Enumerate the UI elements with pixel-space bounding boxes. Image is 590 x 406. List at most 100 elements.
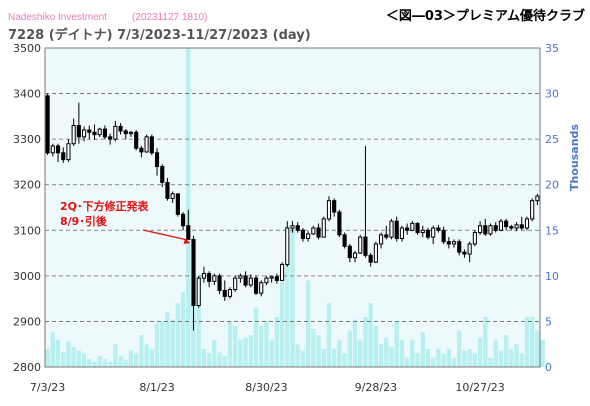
candle bbox=[274, 273, 279, 284]
candle-body bbox=[300, 229, 305, 239]
candle bbox=[306, 231, 311, 242]
candle bbox=[144, 134, 149, 153]
candle bbox=[415, 222, 420, 235]
candle bbox=[207, 271, 212, 288]
candle bbox=[295, 222, 300, 233]
volume-bar bbox=[519, 353, 524, 367]
candle bbox=[92, 124, 97, 141]
candle-body bbox=[227, 289, 233, 297]
candle-body bbox=[243, 275, 248, 286]
candle-body bbox=[389, 220, 394, 238]
candle-body bbox=[160, 165, 165, 183]
volume-bar bbox=[524, 316, 530, 367]
candle bbox=[181, 212, 186, 231]
volume-bar bbox=[451, 357, 457, 367]
candle bbox=[519, 216, 524, 231]
candle-body bbox=[509, 226, 514, 229]
volume-bar bbox=[483, 316, 488, 367]
volume-bar bbox=[243, 337, 248, 367]
volume-bar bbox=[113, 344, 118, 367]
volume-bar bbox=[180, 292, 186, 367]
volume-bar bbox=[81, 353, 87, 367]
candle-body bbox=[514, 224, 519, 229]
candle-body bbox=[462, 251, 467, 255]
volume-bar bbox=[55, 339, 61, 367]
candle bbox=[457, 239, 462, 256]
candle bbox=[212, 273, 217, 285]
candle-body bbox=[472, 232, 477, 245]
volume-bar bbox=[133, 353, 139, 367]
candle bbox=[498, 218, 503, 232]
volume-bar bbox=[373, 325, 379, 367]
candle bbox=[363, 145, 368, 258]
candle-body bbox=[113, 125, 118, 140]
candle-body bbox=[61, 152, 66, 161]
candle bbox=[290, 221, 295, 233]
volume-bar bbox=[107, 361, 113, 367]
candle-body bbox=[363, 236, 368, 256]
volume-bar bbox=[420, 332, 425, 367]
candle-body bbox=[181, 213, 186, 227]
volume-bar bbox=[347, 330, 353, 367]
candle bbox=[238, 273, 243, 283]
candle bbox=[535, 193, 540, 206]
candle bbox=[280, 262, 285, 281]
candle bbox=[394, 216, 399, 242]
volume-bar bbox=[206, 353, 212, 367]
candle bbox=[139, 145, 144, 158]
volume-bar bbox=[493, 339, 498, 367]
candle-body bbox=[358, 236, 363, 254]
volume-bar bbox=[462, 350, 467, 367]
candle bbox=[509, 224, 514, 231]
candle bbox=[472, 230, 477, 247]
date-tick-label: 8/30/23 bbox=[245, 381, 287, 394]
candle-body bbox=[384, 234, 389, 238]
volume-bar bbox=[227, 321, 233, 367]
candle bbox=[405, 223, 410, 235]
candle-body bbox=[285, 227, 290, 265]
candle-body bbox=[264, 277, 269, 284]
candle bbox=[373, 241, 378, 264]
candle bbox=[441, 226, 446, 244]
candle bbox=[493, 222, 498, 233]
candle bbox=[217, 273, 222, 295]
candle-body bbox=[217, 275, 222, 291]
volume-bar bbox=[410, 339, 415, 367]
candle bbox=[87, 125, 92, 140]
candle-body bbox=[201, 273, 206, 279]
chart-title: 7228 (デイトナ) 7/3/2023-11/27/2023 (day) bbox=[8, 27, 311, 43]
volume-bar bbox=[212, 339, 217, 367]
candle bbox=[196, 275, 201, 308]
volume-bar bbox=[358, 339, 363, 367]
candle-body bbox=[134, 131, 139, 149]
candle bbox=[332, 198, 337, 217]
volume-bar bbox=[45, 348, 50, 367]
volume-bar bbox=[321, 348, 326, 367]
candle-body bbox=[337, 211, 342, 236]
price-tick-label: 3100 bbox=[13, 224, 41, 237]
volume-bar bbox=[66, 341, 71, 367]
candle-body bbox=[379, 234, 384, 245]
volume-bar bbox=[61, 352, 66, 367]
candle-body bbox=[483, 225, 488, 235]
volume-bar bbox=[87, 358, 92, 367]
volume-bar bbox=[128, 350, 134, 367]
watermark: Nadeshiko Investment bbox=[8, 12, 107, 23]
candle-body bbox=[259, 282, 264, 294]
candle bbox=[61, 147, 66, 163]
volume-tick-label: 30 bbox=[545, 88, 559, 101]
candle-body bbox=[321, 218, 326, 238]
volume-bar bbox=[326, 303, 332, 367]
volume-bar bbox=[472, 353, 478, 367]
candle bbox=[82, 126, 87, 142]
candle bbox=[379, 232, 384, 249]
candle-body bbox=[248, 277, 253, 286]
candle bbox=[118, 123, 123, 135]
volume-bar bbox=[337, 339, 342, 367]
volume-bar bbox=[384, 337, 389, 367]
candle-body bbox=[347, 245, 352, 259]
candle bbox=[524, 216, 530, 231]
candle-body bbox=[524, 218, 530, 229]
volume-bar bbox=[154, 323, 160, 367]
candle-body bbox=[451, 241, 457, 245]
